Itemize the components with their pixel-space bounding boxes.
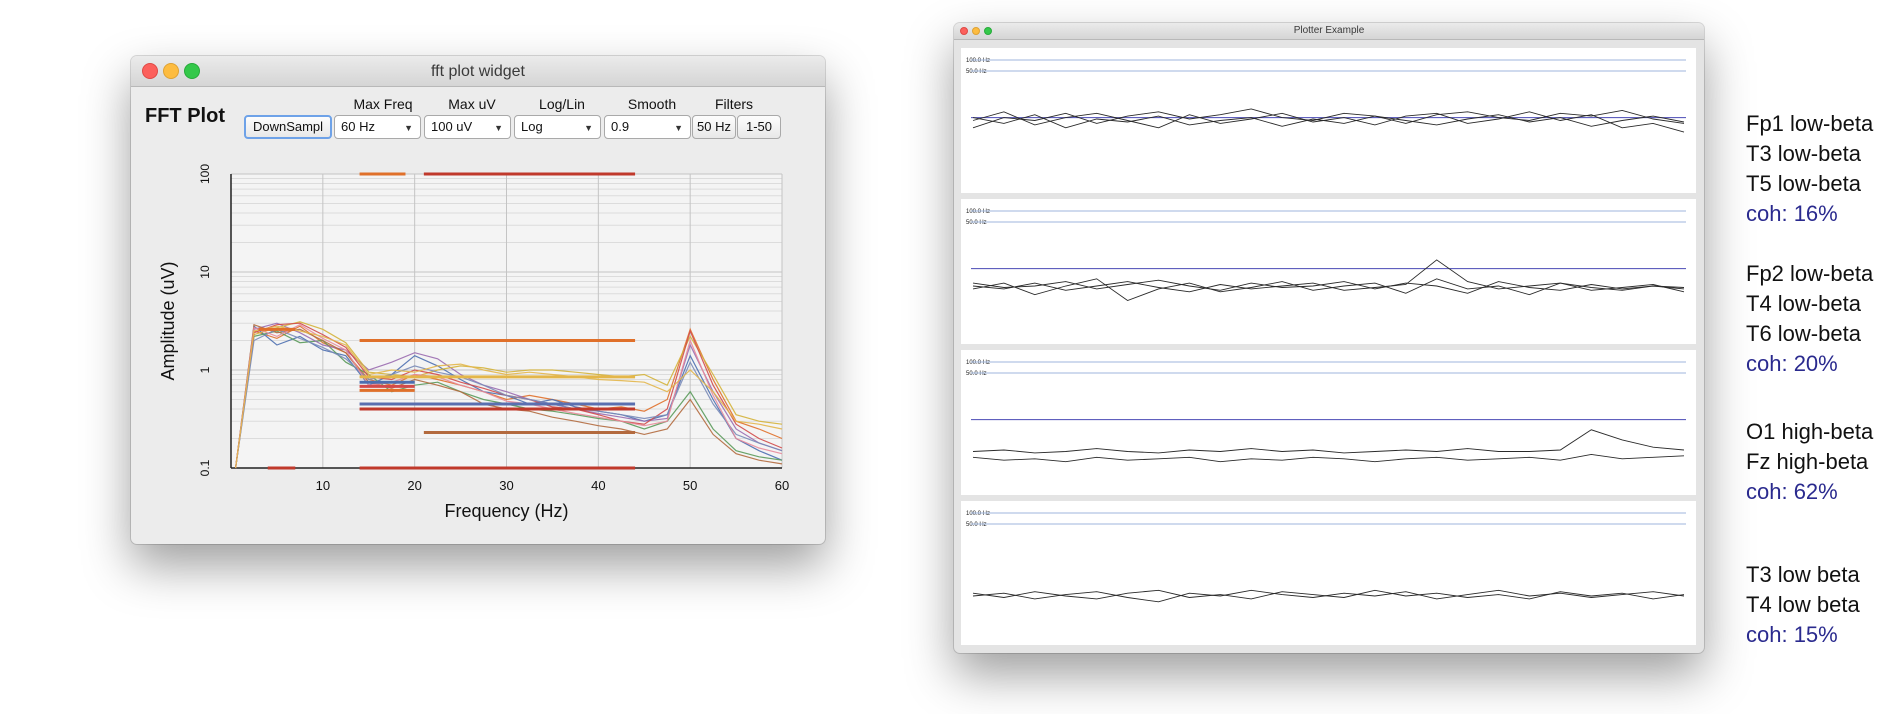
channel-label: Fp2 low-beta (1746, 261, 1874, 286)
max-uv-label: Max uV (448, 96, 496, 112)
channel-label: T4 low beta (1746, 592, 1860, 617)
signal-trace (972, 111, 1685, 133)
x-tick-label: 60 (775, 478, 789, 493)
channel-label: T3 low-beta (1746, 141, 1861, 166)
channel-label: Fp1 low-beta (1746, 111, 1874, 136)
spectrum-line (235, 321, 783, 469)
signal-panel: 100.0 Hz 50.0 Hz (961, 501, 1696, 645)
log-lin-select[interactable]: Log ▼ (514, 115, 601, 139)
x-tick-label: 10 (316, 478, 330, 493)
coherence-label-group: T3 low beta T4 low beta coh: 15% (1746, 560, 1860, 650)
window-titlebar[interactable]: Plotter Example (954, 23, 1704, 40)
log-lin-value: Log (521, 119, 543, 134)
hz-label-50: 50.0 Hz (966, 69, 987, 75)
channel-label: T5 low-beta (1746, 171, 1861, 196)
channel-label: T6 low-beta (1746, 321, 1861, 346)
plotter-window: Plotter Example 100.0 Hz 50.0 Hz 100.0 H… (954, 23, 1704, 653)
signal-trace (972, 279, 1685, 294)
window-titlebar[interactable]: fft plot widget (131, 56, 825, 87)
signal-traces (971, 512, 1686, 603)
y-axis-label: Amplitude (uV) (158, 261, 178, 380)
minimize-button[interactable] (972, 27, 980, 35)
smooth-select[interactable]: 0.9 ▼ (604, 115, 691, 139)
coherence-value: coh: 15% (1746, 622, 1838, 647)
chevron-down-icon: ▼ (584, 123, 593, 133)
hz-label-50: 50.0 Hz (966, 522, 987, 528)
chevron-down-icon: ▼ (404, 123, 413, 133)
window-title: fft plot widget (431, 63, 525, 80)
signal-trace (972, 589, 1685, 603)
signal-trace (972, 429, 1685, 454)
minimize-button[interactable] (163, 63, 179, 79)
signal-panel: 100.0 Hz 50.0 Hz (961, 199, 1696, 344)
fft-plot-window: fft plot widget FFT Plot Max Freq Max uV… (131, 56, 825, 544)
hz-label-50: 50.0 Hz (966, 220, 987, 226)
smooth-label: Smooth (627, 96, 677, 112)
zoom-button[interactable] (984, 27, 992, 35)
zoom-button[interactable] (184, 63, 200, 79)
signal-traces (971, 361, 1686, 463)
max-freq-value: 60 Hz (341, 119, 375, 134)
notch-filter-button[interactable]: 50 Hz (692, 115, 736, 139)
x-tick-label: 40 (591, 478, 605, 493)
hz-label-100: 100.0 Hz (966, 511, 991, 517)
spectrum-line (235, 325, 783, 469)
hz-label-100: 100.0 Hz (966, 58, 991, 64)
signal-traces (971, 59, 1686, 133)
signal-trace (972, 114, 1685, 129)
max-uv-select[interactable]: 100 uV ▼ (424, 115, 511, 139)
bandpass-filter-button[interactable]: 1-50 (737, 115, 781, 139)
channel-label: O1 high-beta (1746, 419, 1874, 444)
fft-chart: 0.1 1 10 100 10 20 30 40 50 60 Frequency (Hz) Ampli… (158, 164, 789, 521)
max-freq-label: Max Freq (353, 96, 413, 112)
channel-label: T4 low-beta (1746, 291, 1861, 316)
y-tick-label: 1 (198, 366, 212, 373)
smooth-value: 0.9 (611, 119, 630, 134)
chevron-down-icon: ▼ (674, 123, 683, 133)
y-tick-label: 100 (198, 164, 212, 184)
coherence-value: coh: 20% (1746, 351, 1838, 376)
max-freq-select[interactable]: 60 Hz ▼ (334, 115, 421, 139)
y-tick-label: 10 (198, 265, 212, 279)
spectrum-line (235, 322, 783, 469)
x-tick-label: 20 (407, 478, 421, 493)
channel-label: T3 low beta (1746, 562, 1860, 587)
close-button[interactable] (142, 63, 158, 79)
coherence-value: coh: 16% (1746, 201, 1838, 226)
chevron-down-icon: ▼ (494, 123, 503, 133)
signal-trace (972, 278, 1685, 302)
hz-label-100: 100.0 Hz (966, 209, 991, 215)
x-tick-label: 30 (499, 478, 513, 493)
y-tick-label: 0.1 (198, 459, 212, 476)
hz-label-50: 50.0 Hz (966, 371, 987, 377)
signal-trace (972, 453, 1685, 463)
x-axis-label: Frequency (Hz) (444, 501, 568, 521)
log-lin-label: Log/Lin (539, 96, 585, 112)
spectrum-line (235, 325, 783, 469)
window-title: Plotter Example (1293, 25, 1365, 36)
close-button[interactable] (960, 27, 968, 35)
signal-traces (971, 210, 1686, 302)
coherence-label-group: Fp1 low-beta T3 low-beta T5 low-beta coh… (1746, 109, 1873, 229)
coherence-label-group: Fp2 low-beta T4 low-beta T6 low-beta coh… (1746, 259, 1873, 379)
max-uv-value: 100 uV (431, 119, 473, 134)
x-tick-label: 50 (683, 478, 697, 493)
hz-label-100: 100.0 Hz (966, 360, 991, 366)
downsample-button[interactable]: DownSampl (244, 115, 332, 139)
filters-label: Filters (714, 96, 754, 112)
fft-plot-heading: FFT Plot (145, 105, 225, 127)
signal-trace (972, 259, 1685, 293)
coherence-value: coh: 62% (1746, 479, 1838, 504)
coherence-label-group: O1 high-beta Fz high-beta coh: 62% (1746, 417, 1873, 507)
spectrum-line (235, 324, 783, 469)
channel-label: Fz high-beta (1746, 449, 1869, 474)
signal-trace (972, 108, 1685, 129)
signal-trace (972, 589, 1685, 600)
spectrum-line (235, 328, 783, 469)
signal-panel: 100.0 Hz 50.0 Hz (961, 48, 1696, 193)
signal-panel: 100.0 Hz 50.0 Hz (961, 350, 1696, 495)
